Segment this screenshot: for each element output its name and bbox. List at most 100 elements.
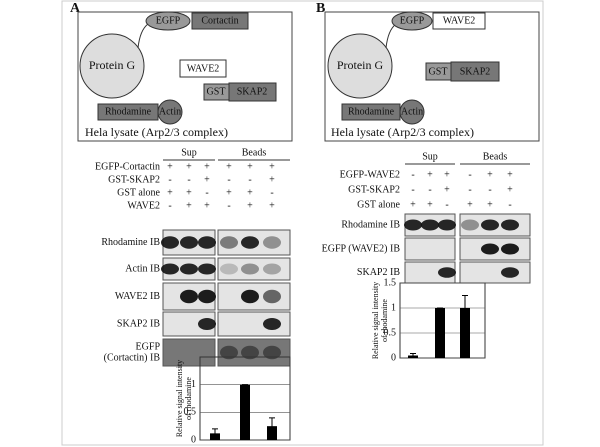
condition-name: GST-SKAP2 <box>348 184 400 195</box>
blot-band <box>263 236 281 249</box>
condition-name: EGFP-Cortactin <box>95 161 160 172</box>
group-header: Beads <box>483 151 508 162</box>
condition-sign: + <box>444 184 450 195</box>
condition-sign: - <box>248 174 251 185</box>
blot-label: WAVE2 IB <box>115 291 160 302</box>
blot-band <box>180 263 198 275</box>
condition-sign: - <box>508 199 511 210</box>
node-label: Actin <box>401 106 423 117</box>
condition-name: GST alone <box>357 199 400 210</box>
condition-sign: - <box>445 199 448 210</box>
blot-band <box>501 219 519 231</box>
y-axis-label: of rhodamine <box>184 377 193 420</box>
condition-sign: + <box>444 169 450 180</box>
node-label: Rhodamine <box>105 106 152 117</box>
condition-sign: + <box>204 161 210 172</box>
node-label: EGFP <box>400 15 425 26</box>
error-bar <box>212 428 218 439</box>
diagram: Protein G EGFP Cortactin WAVE2 GST SKAP2… <box>77 11 293 142</box>
condition-sign: + <box>269 200 275 211</box>
error-bar <box>410 353 416 358</box>
group-header: Sup <box>422 151 438 162</box>
error-bar <box>269 417 275 435</box>
blot-band <box>161 263 179 275</box>
cortactin <box>191 12 249 30</box>
node-label: Protein G <box>89 58 136 72</box>
diagram-caption: Hela lysate (Arp2/3 complex) <box>85 125 228 139</box>
blot-label: EGFP (WAVE2) IB <box>322 243 401 254</box>
condition-sign: + <box>507 169 513 180</box>
blot-label: SKAP2 IB <box>357 267 400 278</box>
condition-sign: + <box>204 174 210 185</box>
y-tick-label: 0 <box>391 352 396 363</box>
blot-image <box>404 237 456 261</box>
y-tick-label: 1 <box>391 302 396 313</box>
blot-band <box>180 236 198 249</box>
condition-sign: + <box>269 161 275 172</box>
y-tick-label: 0.5 <box>384 327 397 338</box>
condition-sign: + <box>247 200 253 211</box>
y-tick-label: 0.5 <box>184 407 197 418</box>
condition-sign: + <box>507 184 513 195</box>
condition-sign: - <box>168 200 171 211</box>
node-label: Actin <box>159 106 181 117</box>
blot-band <box>263 345 281 360</box>
condition-sign: - <box>168 174 171 185</box>
y-tick-label: 1 <box>191 379 196 390</box>
blot-band <box>263 318 281 330</box>
protein-g <box>327 33 393 99</box>
blot-label: EGFP <box>136 341 161 352</box>
condition-name: GST-SKAP2 <box>108 174 160 185</box>
condition-sign: - <box>227 174 230 185</box>
blot-band <box>198 289 216 304</box>
node-label: GST <box>429 66 448 77</box>
blot-label: Rhodamine IB <box>341 219 400 230</box>
condition-sign: + <box>204 200 210 211</box>
condition-sign: - <box>411 184 414 195</box>
condition-sign: - <box>488 184 491 195</box>
error-bar <box>462 295 468 321</box>
condition-sign: - <box>468 169 471 180</box>
node-label: GST <box>207 86 226 97</box>
bar <box>435 308 445 358</box>
condition-sign: + <box>167 187 173 198</box>
y-tick-label: 0 <box>191 434 196 445</box>
blot-band <box>481 219 499 231</box>
condition-sign: + <box>186 187 192 198</box>
blot-band <box>421 219 439 231</box>
condition-sign: - <box>187 174 190 185</box>
blot-band <box>198 318 216 330</box>
skap2 <box>228 82 277 102</box>
diagram: Protein G EGFP WAVE2 GST SKAP2 Rhodamine… <box>324 11 540 142</box>
blot-band <box>241 263 259 275</box>
diagram-box <box>324 11 540 142</box>
node-label: EGFP <box>156 15 181 26</box>
blot-label: Actin IB <box>125 263 160 274</box>
node-label: Rhodamine <box>348 106 395 117</box>
condition-name: EGFP-WAVE2 <box>340 169 400 180</box>
condition-sign: + <box>226 161 232 172</box>
blot-band <box>481 243 499 255</box>
blot-label: Rhodamine IB <box>101 237 160 248</box>
blot-band <box>438 267 456 278</box>
node-label: WAVE2 <box>443 15 476 26</box>
blot-band <box>180 289 198 304</box>
group-header: Sup <box>181 147 197 158</box>
y-axis-label: of rhodamine <box>380 299 389 342</box>
blot-band <box>198 263 216 275</box>
egfp <box>391 11 433 31</box>
wave2 <box>179 59 227 78</box>
blot-image <box>459 261 531 284</box>
blot-band <box>161 236 179 249</box>
link <box>137 23 149 49</box>
blot-band <box>404 219 422 231</box>
condition-sign: - <box>270 187 273 198</box>
actin <box>399 99 425 125</box>
bar <box>240 384 250 440</box>
blot-label: (Cortactin) IB <box>104 352 161 363</box>
blot-band <box>501 267 519 278</box>
node-label: Cortactin <box>201 15 238 26</box>
egfp <box>145 11 191 31</box>
frame <box>61 0 544 446</box>
